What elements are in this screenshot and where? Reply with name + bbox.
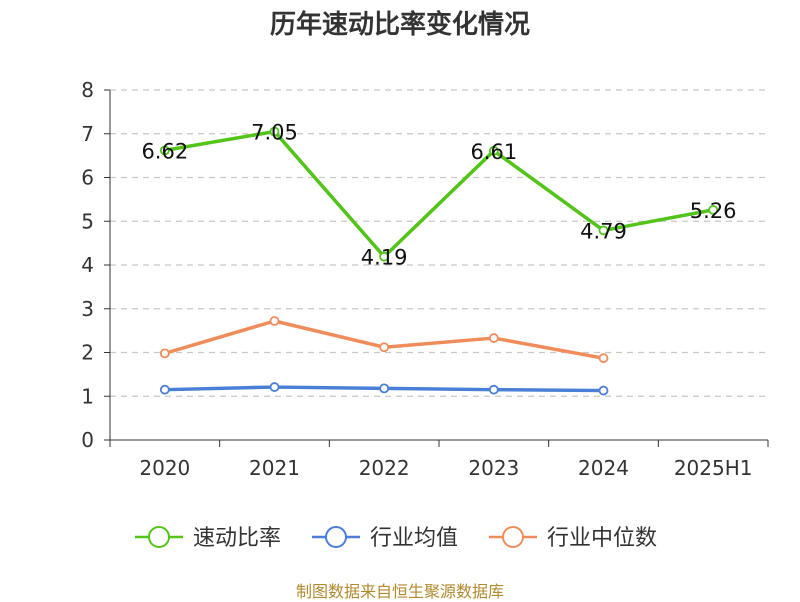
data-point (379, 342, 390, 353)
y-tick-label: 1 (81, 384, 94, 408)
data-point (488, 333, 499, 343)
x-tick-label: 2024 (578, 456, 629, 480)
data-point (159, 384, 170, 395)
x-tick-label: 2022 (359, 456, 410, 480)
y-tick-label: 6 (81, 166, 94, 190)
legend-marker (325, 526, 347, 548)
x-tick-label: 2020 (139, 456, 190, 480)
legend-item: 行业中位数 (489, 526, 657, 551)
data-label: 4.19 (361, 246, 408, 270)
legend-marker (148, 526, 170, 548)
data-label: 6.62 (141, 139, 188, 163)
data-point (159, 145, 170, 156)
data-point (598, 225, 609, 236)
chart-title: 历年速动比率变化情况 (270, 9, 530, 40)
data-labels: 6.62 7.05 4.19 6.61 4.79 5.26 (141, 121, 736, 270)
legend-label: 速动比率 (193, 526, 281, 551)
legend-item: 行业均值 (312, 526, 458, 551)
x-tick-label: 2023 (468, 456, 519, 480)
y-tick-label: 5 (81, 209, 94, 233)
y-tick-label: 7 (81, 122, 94, 146)
data-point (159, 348, 170, 359)
legend-label: 行业中位数 (547, 526, 657, 551)
data-point (269, 316, 280, 326)
data-point (708, 204, 719, 215)
data-point (488, 145, 499, 156)
series-group (159, 126, 719, 396)
data-point (269, 126, 280, 137)
axes: 0 1 2 3 4 5 6 7 8 2020 2021 2022 2023 2024 2025H1 (81, 78, 769, 480)
y-tick-label: 0 (81, 428, 94, 452)
data-point (598, 385, 609, 396)
data-point (379, 383, 390, 394)
y-tick-label: 4 (81, 253, 94, 277)
data-point (269, 382, 280, 392)
data-point (379, 251, 390, 262)
x-tick-label: 2021 (249, 456, 300, 480)
series-line (163, 319, 606, 360)
series-line (163, 129, 715, 259)
data-label: 4.79 (580, 219, 627, 243)
data-label: 7.05 (251, 121, 298, 145)
x-tick-label: 2025H1 (674, 456, 753, 480)
grid-lines (110, 89, 768, 397)
source-note: 制图数据来自恒生聚源数据库 (295, 582, 504, 601)
y-tick-label: 3 (81, 297, 94, 321)
y-tick-label: 8 (81, 78, 94, 102)
data-point (598, 353, 609, 364)
legend-label: 行业均值 (370, 526, 458, 551)
data-label: 5.26 (690, 199, 737, 223)
legend-marker (502, 526, 524, 548)
legend-item: 速动比率 (135, 526, 281, 551)
data-label: 6.61 (470, 140, 517, 164)
data-point (488, 384, 499, 395)
y-tick-label: 2 (81, 341, 94, 365)
legend: 速动比率 行业均值 行业中位数 (135, 526, 657, 551)
